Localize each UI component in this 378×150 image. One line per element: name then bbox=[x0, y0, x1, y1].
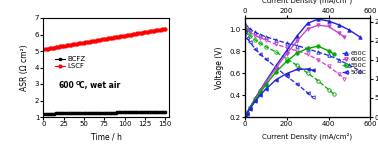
X-axis label: Current Density (mA/cm²): Current Density (mA/cm²) bbox=[262, 133, 353, 140]
BCFZ bbox=[149, 111, 153, 113]
LSCF bbox=[114, 36, 118, 38]
BCFZ bbox=[163, 111, 167, 113]
Text: 600: 600 bbox=[59, 81, 74, 90]
X-axis label: Current Density (mA/cm²): Current Density (mA/cm²) bbox=[262, 0, 353, 4]
LSCF bbox=[120, 35, 124, 37]
Text: C, wet air: C, wet air bbox=[79, 81, 121, 90]
BCFZ bbox=[41, 113, 46, 115]
LSCF bbox=[163, 28, 167, 30]
Y-axis label: ASR (Ω cm²): ASR (Ω cm²) bbox=[20, 44, 29, 91]
BCFZ bbox=[124, 111, 129, 113]
BCFZ bbox=[95, 112, 100, 114]
LSCF bbox=[95, 39, 100, 41]
LSCF bbox=[149, 30, 153, 32]
Line: LSCF: LSCF bbox=[42, 27, 167, 51]
LSCF bbox=[124, 34, 129, 36]
BCFZ bbox=[115, 112, 120, 113]
BCFZ bbox=[120, 111, 124, 113]
Legend: 650C, 600C, 550C, 500C: 650C, 600C, 550C, 500C bbox=[341, 50, 367, 75]
Text: O: O bbox=[76, 81, 80, 86]
LSCF bbox=[41, 48, 46, 50]
LSCF bbox=[115, 36, 120, 38]
X-axis label: Time / h: Time / h bbox=[91, 133, 122, 142]
Y-axis label: Voltage (V): Voltage (V) bbox=[215, 46, 224, 89]
BCFZ bbox=[114, 112, 118, 113]
Legend: BCFZ, LSCF: BCFZ, LSCF bbox=[53, 55, 87, 70]
Line: BCFZ: BCFZ bbox=[42, 110, 167, 115]
